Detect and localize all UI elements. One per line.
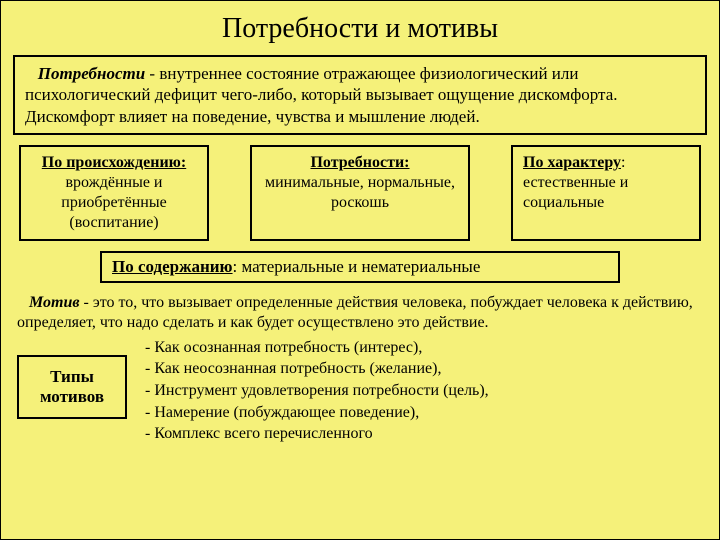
card-origin-header: По происхождению: — [42, 154, 186, 171]
card-content-suffix: : — [233, 257, 242, 276]
card-character-header: По характеру — [523, 154, 621, 171]
card-character: По характеру: естественные и социальные — [511, 145, 701, 241]
card-content: По содержанию: материальные и нематериал… — [100, 251, 620, 283]
needs-sep: - — [145, 64, 159, 83]
types-list: Как осознанная потребность (интерес), Ка… — [145, 337, 489, 445]
card-needs-body: минимальные, нормальные, роскошь — [265, 174, 455, 211]
types-item: Инструмент удовлетворения потребности (ц… — [145, 380, 489, 402]
card-character-body: естественные и социальные — [523, 174, 628, 211]
card-origin: По происхождению: врождённые и приобретё… — [19, 145, 209, 241]
slide-container: Потребности и мотивы Потребности - внутр… — [0, 0, 720, 540]
card-needs-header: Потребности: — [310, 154, 409, 171]
motive-types-row: Типы мотивов Как осознанная потребность … — [13, 337, 707, 445]
motive-term: Мотив — [29, 294, 80, 311]
types-item: Комплекс всего перечисленного — [145, 423, 489, 445]
motive-sep: - — [80, 294, 93, 311]
motive-definition-text: это то, что вызывает определенные действ… — [17, 294, 693, 331]
card-origin-body: врождённые и приобретённые (воспитание) — [61, 174, 166, 231]
motive-paragraph: Мотив - это то, что вызывает определенны… — [13, 293, 707, 333]
needs-definition-box: Потребности - внутреннее состояние отраж… — [13, 55, 707, 135]
types-item: Как осознанная потребность (интерес), — [145, 337, 489, 359]
classification-row: По происхождению: врождённые и приобретё… — [13, 145, 707, 241]
card-content-header: По содержанию — [112, 257, 233, 276]
types-item: Намерение (побуждающее поведение), — [145, 402, 489, 424]
slide-title: Потребности и мотивы — [13, 13, 707, 45]
card-needs: Потребности: минимальные, нормальные, ро… — [250, 145, 470, 241]
card-character-suffix: : — [621, 154, 625, 171]
card-content-body: материальные и нематериальные — [242, 257, 481, 276]
needs-term: Потребности — [38, 64, 145, 83]
types-item: Как неосознанная потребность (желание), — [145, 358, 489, 380]
types-label-box: Типы мотивов — [17, 355, 127, 419]
